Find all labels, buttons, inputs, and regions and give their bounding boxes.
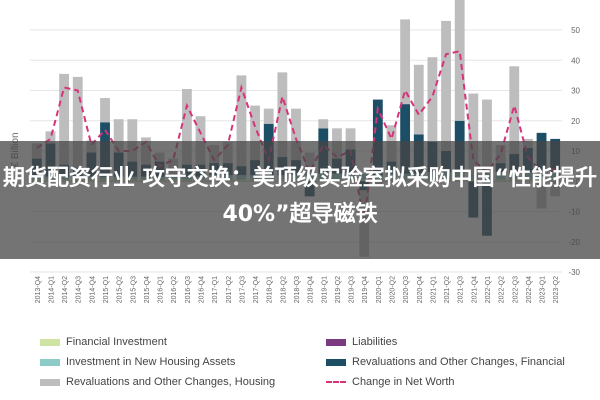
x-tick-label: 2019-Q1 bbox=[321, 276, 328, 303]
legend-label: Liabilities bbox=[352, 336, 398, 348]
x-tick-label: 2020-Q3 bbox=[403, 276, 410, 303]
bar-segment bbox=[127, 119, 138, 162]
legend-investment-housing: Investment in New Housing Assets bbox=[40, 356, 235, 368]
bar-segment bbox=[291, 108, 301, 161]
legend-swatch bbox=[40, 378, 60, 386]
x-tick-label: 2015-Q3 bbox=[130, 276, 137, 303]
x-tick-label: 2022-Q4 bbox=[526, 276, 533, 303]
x-tick-label: 2020-Q2 bbox=[390, 276, 397, 303]
legend-swatch bbox=[326, 338, 346, 346]
headline-text: 期货配资行业 攻守交换：美顶级实验室拟采购中国“性能提升40%”超导磁铁 bbox=[2, 166, 598, 227]
bar-segment bbox=[318, 119, 329, 129]
legend-swatch bbox=[326, 358, 346, 366]
bar-segment bbox=[59, 73, 70, 165]
x-tick-label: 2022-Q1 bbox=[485, 276, 492, 303]
legend-label: Investment in New Housing Assets bbox=[66, 356, 236, 368]
x-tick-label: 2022-Q3 bbox=[512, 276, 519, 303]
x-tick-label: 2018-Q4 bbox=[308, 276, 315, 303]
bar-segment bbox=[468, 93, 479, 173]
legend-label: Revaluations and Other Changes, Housing bbox=[66, 376, 276, 388]
legend-change-in-net-worth: Change in Net Worth bbox=[326, 376, 455, 388]
bar-segment bbox=[250, 105, 260, 161]
x-tick-label: 2016-Q4 bbox=[199, 276, 206, 303]
x-tick-label: 2017-Q1 bbox=[212, 276, 219, 303]
bar-segment bbox=[441, 20, 451, 151]
x-tick-label: 2023-Q2 bbox=[553, 276, 560, 303]
legend-label: Financial Investment bbox=[66, 336, 167, 348]
headline-banner bbox=[0, 141, 600, 259]
bar-segment bbox=[345, 128, 356, 150]
bar-segment bbox=[400, 104, 411, 174]
x-tick-label: 2016-Q2 bbox=[171, 276, 178, 303]
bar-segment bbox=[263, 108, 274, 124]
bar-segment bbox=[427, 57, 438, 142]
bar-segment bbox=[482, 99, 492, 173]
bar-segment bbox=[45, 131, 56, 144]
bar-segment bbox=[413, 64, 424, 135]
x-tick-label: 2021-Q1 bbox=[430, 276, 437, 303]
y-tick-label: 40 bbox=[571, 56, 580, 65]
x-tick-label: 2020-Q1 bbox=[376, 276, 383, 303]
x-tick-label: 2014-Q4 bbox=[89, 276, 96, 303]
x-tick-label: 2023-Q1 bbox=[540, 276, 547, 303]
bar-segment bbox=[72, 76, 83, 168]
x-tick-label: 2015-Q1 bbox=[103, 276, 110, 303]
bar-segment bbox=[400, 19, 411, 105]
x-tick-label: 2018-Q1 bbox=[267, 276, 274, 303]
x-tick-label: 2014-Q3 bbox=[76, 276, 83, 303]
x-tick-label: 2021-Q2 bbox=[444, 276, 451, 303]
legend-swatch bbox=[40, 338, 60, 346]
net-worth-line-layer bbox=[36, 49, 556, 221]
x-tick-label: 2019-Q2 bbox=[335, 276, 342, 303]
x-tick-label: 2015-Q2 bbox=[117, 276, 124, 303]
legend-label: Change in Net Worth bbox=[352, 376, 455, 388]
x-tick-label: 2018-Q2 bbox=[280, 276, 287, 303]
bar-segment bbox=[113, 119, 124, 153]
x-tick-label: 2014-Q2 bbox=[62, 276, 69, 303]
x-tick-labels: 2013-Q4 2014-Q1 2014-Q2 2014-Q3 2014-Q4 2015-… bbox=[35, 276, 560, 303]
y-tick-label: 50 bbox=[571, 26, 580, 35]
bar-segment bbox=[277, 72, 288, 158]
x-tick-label: 2014-Q1 bbox=[49, 276, 56, 303]
x-tick-label: 2017-Q2 bbox=[226, 276, 233, 303]
legend-financial-investment: Financial Investment bbox=[40, 336, 167, 348]
legend-swatch bbox=[40, 358, 60, 366]
x-tick-label: 2019-Q4 bbox=[362, 276, 369, 303]
x-tick-label: 2013-Q4 bbox=[35, 276, 42, 303]
x-tick-label: 2016-Q3 bbox=[185, 276, 192, 303]
x-tick-label: 2017-Q4 bbox=[253, 276, 260, 303]
bar-segment bbox=[509, 66, 520, 155]
net-worth-line bbox=[36, 49, 556, 221]
x-tick-label: 2020-Q4 bbox=[417, 276, 424, 303]
legend-revaluations-housing: Revaluations and Other Changes, Housing bbox=[40, 376, 275, 388]
legend-liabilities: Liabilities bbox=[326, 336, 397, 348]
x-tick-label: 2021-Q4 bbox=[471, 276, 478, 303]
x-tick-label: 2021-Q3 bbox=[458, 276, 465, 303]
bar-segment bbox=[195, 116, 206, 165]
x-tick-label: 2022-Q2 bbox=[499, 276, 506, 303]
x-tick-label: 2017-Q3 bbox=[239, 276, 246, 303]
bar-segment bbox=[236, 75, 247, 167]
x-tick-label: 2018-Q3 bbox=[294, 276, 301, 303]
legend-dash bbox=[326, 381, 346, 383]
y-tick-label: 20 bbox=[571, 117, 580, 126]
legend-revaluations-financial: Revaluations and Other Changes, Financia… bbox=[326, 356, 565, 368]
y-tick-label: -30 bbox=[568, 268, 580, 277]
x-tick-label: 2015-Q4 bbox=[144, 276, 151, 303]
bar-segment bbox=[181, 88, 192, 165]
y-tick-label: 30 bbox=[571, 87, 580, 96]
x-tick-label: 2016-Q1 bbox=[158, 276, 165, 303]
bar-segment bbox=[372, 99, 383, 176]
bar-segment bbox=[100, 98, 110, 123]
legend-label: Revaluations and Other Changes, Financia… bbox=[352, 356, 565, 368]
x-tick-label: 2019-Q3 bbox=[349, 276, 356, 303]
bar-segment bbox=[454, 0, 465, 121]
